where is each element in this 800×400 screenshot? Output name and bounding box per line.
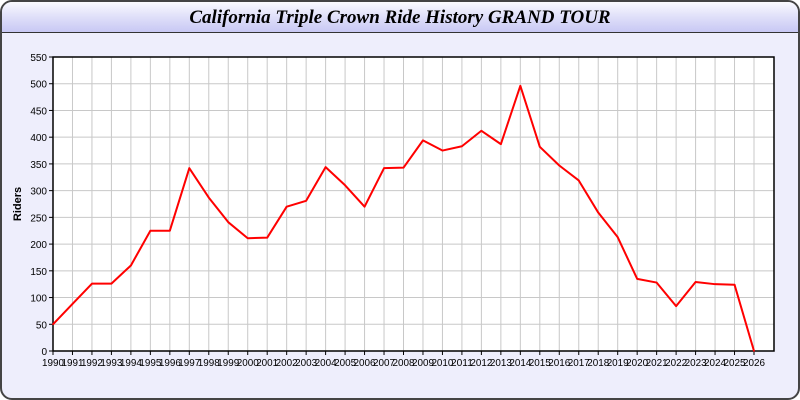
- data-point: [694, 281, 697, 283]
- data-point: [110, 282, 113, 285]
- x-tick-label: 1992: [81, 358, 103, 369]
- x-tick-label: 2023: [685, 358, 707, 369]
- x-tick-label: 1991: [61, 358, 83, 369]
- data-point: [675, 305, 677, 307]
- x-tick-label: 2021: [646, 358, 668, 369]
- data-point: [285, 205, 288, 208]
- data-point: [383, 167, 385, 169]
- x-tick-label: 2026: [743, 358, 765, 369]
- x-tick-label: 2015: [529, 358, 551, 369]
- x-tick-label: 1990: [42, 358, 64, 369]
- data-point: [577, 179, 580, 182]
- y-tick-label: 0: [41, 347, 47, 358]
- y-tick-label: 150: [30, 267, 47, 278]
- x-tick-label: 1997: [178, 358, 200, 369]
- data-point: [52, 323, 54, 326]
- x-tick-label: 1999: [217, 358, 239, 369]
- x-tick-label: 2007: [373, 358, 395, 369]
- y-tick-label: 300: [30, 187, 47, 198]
- x-tick-label: 2005: [334, 358, 356, 369]
- x-tick-label: 2024: [704, 358, 726, 369]
- x-tick-label: 1996: [159, 358, 181, 369]
- data-point: [539, 146, 541, 148]
- x-tick-label: 2020: [626, 358, 648, 369]
- x-tick-label: 2006: [354, 358, 376, 369]
- data-point: [655, 281, 658, 284]
- x-tick-label: 2004: [315, 358, 337, 369]
- y-tick-label: 350: [30, 160, 47, 171]
- data-point: [363, 205, 366, 208]
- data-point: [480, 129, 483, 132]
- x-tick-label: 2002: [276, 358, 298, 369]
- x-tick-label: 2011: [451, 358, 473, 369]
- data-point: [91, 282, 93, 285]
- x-tick-label: 1993: [100, 358, 122, 369]
- data-point: [130, 264, 132, 267]
- y-tick-label: 50: [36, 320, 48, 331]
- y-tick-label: 400: [30, 133, 47, 144]
- y-tick-label: 450: [30, 106, 47, 117]
- x-tick-label: 1995: [139, 358, 161, 369]
- data-point: [266, 236, 268, 239]
- title-bar: California Triple Crown Ride History GRA…: [2, 2, 798, 33]
- data-point: [558, 164, 561, 167]
- data-point: [597, 211, 600, 214]
- x-tick-label: 2018: [587, 358, 609, 369]
- x-tick-label: 2019: [607, 358, 629, 369]
- data-point: [71, 303, 74, 305]
- chart-title: California Triple Crown Ride History GRA…: [189, 7, 611, 28]
- x-tick-label: 2012: [470, 358, 492, 369]
- data-point: [616, 236, 619, 238]
- data-point: [422, 139, 424, 142]
- x-tick-label: 1994: [120, 358, 142, 369]
- data-point: [441, 149, 444, 152]
- data-point: [461, 145, 463, 148]
- data-point: [733, 283, 736, 286]
- x-tick-label: 2001: [256, 358, 278, 369]
- x-tick-label: 2013: [490, 358, 512, 369]
- data-point: [324, 166, 327, 168]
- x-tick-label: 2025: [724, 358, 746, 369]
- x-tick-label: 2016: [548, 358, 570, 369]
- data-point: [519, 85, 522, 87]
- x-tick-label: 2017: [568, 358, 590, 369]
- data-point: [207, 196, 210, 199]
- plot-border: [52, 56, 775, 352]
- x-tick-label: 2022: [665, 358, 687, 369]
- x-tick-label: 2010: [431, 358, 453, 369]
- data-point: [714, 283, 716, 285]
- data-point: [500, 143, 502, 145]
- x-tick-label: 2003: [295, 358, 317, 369]
- data-point: [149, 229, 152, 232]
- x-tick-label: 2008: [393, 358, 415, 369]
- data-point: [188, 167, 191, 169]
- data-point: [344, 184, 346, 187]
- x-tick-label: 1998: [198, 358, 220, 369]
- x-tick-label: 2009: [412, 358, 434, 369]
- data-point: [227, 221, 230, 223]
- data-point: [305, 199, 307, 202]
- x-tick-label: 2014: [509, 358, 531, 369]
- y-axis-label: Riders: [12, 187, 24, 221]
- data-point: [402, 166, 405, 169]
- y-tick-label: 250: [30, 213, 47, 224]
- y-tick-label: 200: [30, 240, 47, 251]
- data-point: [753, 350, 755, 352]
- x-tick-label: 2000: [237, 358, 259, 369]
- y-tick-label: 100: [30, 294, 47, 305]
- y-tick-label: 500: [30, 80, 47, 91]
- plot-area: [53, 57, 774, 351]
- data-point: [246, 237, 249, 240]
- data-point: [169, 229, 171, 232]
- y-tick-label: 550: [30, 53, 47, 64]
- data-point: [636, 278, 638, 280]
